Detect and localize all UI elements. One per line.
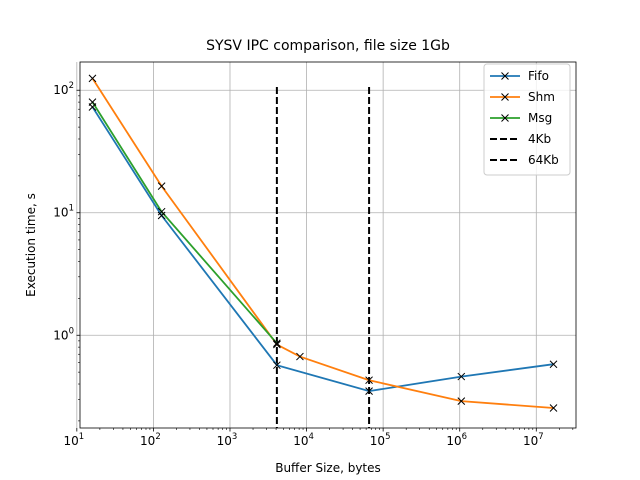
marker-shm (88, 74, 97, 83)
series-markers (88, 74, 558, 412)
axes: 101 102 103 104 105 106 107 100 101 102 (53, 81, 574, 448)
x-axis-label: Buffer Size, bytes (275, 461, 381, 475)
legend-label-fifo: Fifo (528, 69, 549, 83)
marker-shm (457, 397, 466, 405)
y-axis-label: Execution time, s (24, 193, 38, 297)
marker-fifo (157, 211, 166, 220)
marker-shm (273, 340, 281, 349)
marker-fifo (457, 372, 466, 381)
legend-marker-fifo (501, 72, 509, 80)
legend-label-4kb: 4Kb (528, 132, 551, 146)
x-tick-label: 105 (370, 432, 391, 448)
legend-label-msg: Msg (528, 111, 552, 125)
plot-frame (79, 61, 577, 429)
marker-fifo (273, 361, 281, 370)
marker-fifo (365, 387, 373, 395)
legend-marker-shm (501, 93, 509, 101)
y-tick-label: 102 (53, 81, 74, 97)
y-tick-label: 100 (53, 326, 74, 342)
legend-label-shm: Shm (528, 90, 555, 104)
marker-msg (273, 339, 281, 348)
x-tick-label: 107 (523, 432, 544, 448)
vertical-reference-lines (275, 87, 371, 428)
y-tick-label: 101 (53, 204, 74, 220)
chart-title: SYSV IPC comparison, file size 1Gb (206, 38, 450, 54)
marker-shm (157, 182, 166, 190)
marker-shm (549, 404, 558, 412)
marker-fifo (549, 360, 558, 369)
x-tick-label: 106 (446, 432, 467, 448)
legend-label-64kb: 64Kb (528, 153, 559, 167)
x-tick-label: 102 (140, 432, 161, 448)
marker-shm (296, 352, 304, 361)
x-tick-label: 104 (293, 432, 314, 448)
marker-shm (365, 376, 373, 385)
legend-marker-msg (501, 114, 509, 122)
x-tick-label: 103 (217, 432, 238, 448)
legend-box (483, 63, 571, 176)
marker-msg (157, 207, 166, 216)
legend: Fifo Shm Msg 4Kb 64Kb (483, 63, 571, 176)
series-line-fifo (91, 106, 554, 393)
marker-msg (88, 98, 97, 106)
x-tick-label: 101 (63, 432, 84, 448)
